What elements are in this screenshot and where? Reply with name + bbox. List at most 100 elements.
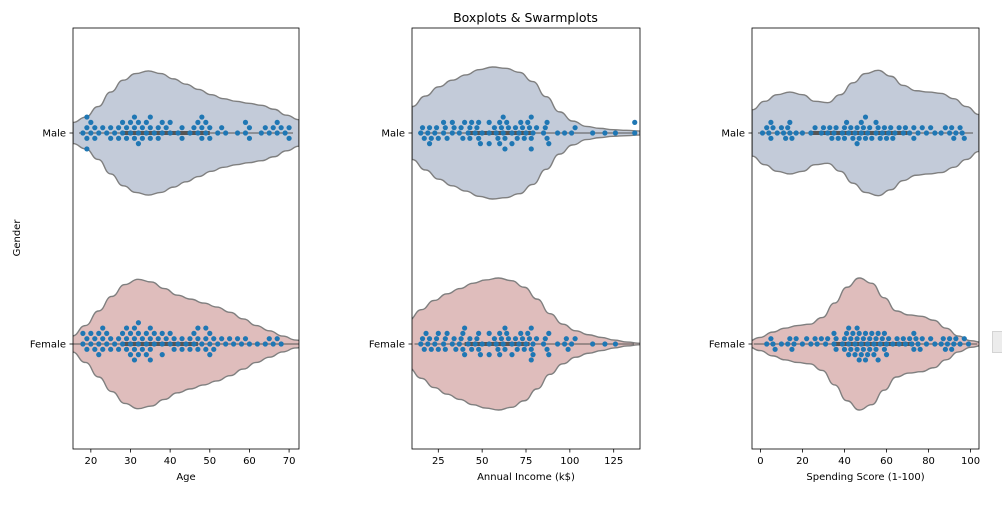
data-point-male	[865, 130, 871, 136]
data-point-female	[223, 341, 229, 347]
data-point-female	[833, 346, 839, 352]
data-point-female	[569, 341, 575, 347]
data-point-male	[780, 130, 787, 136]
data-point-female	[852, 352, 858, 358]
data-point-male	[768, 135, 774, 141]
data-point-female	[127, 330, 134, 336]
data-point-male	[759, 130, 766, 136]
x-axis-label: Annual Income (k$)	[477, 472, 575, 483]
data-point-female	[843, 330, 850, 336]
data-point-male	[530, 130, 536, 136]
data-point-female	[460, 330, 466, 336]
data-point-male	[932, 130, 938, 136]
plot-area	[73, 70, 299, 410]
data-point-male	[469, 119, 475, 125]
data-point-female	[195, 325, 201, 331]
data-point-male	[242, 130, 249, 136]
data-point-male	[879, 130, 885, 136]
subplot-2: 25 50 75 100 125 Male Female Annual Income (k$)	[369, 27, 641, 483]
data-point-female	[879, 336, 885, 342]
data-point-female	[266, 336, 272, 342]
data-point-male	[203, 119, 209, 125]
data-point-female	[254, 341, 260, 347]
data-point-female	[219, 336, 225, 342]
scroll-handle[interactable]	[992, 331, 1002, 353]
data-point-male	[519, 125, 526, 131]
data-point-male	[159, 130, 165, 136]
data-point-female	[913, 336, 919, 342]
data-point-male	[886, 130, 892, 136]
data-point-male	[848, 125, 854, 131]
data-point-female	[131, 346, 138, 352]
data-point-female	[841, 346, 848, 352]
data-point-female	[84, 346, 90, 352]
data-point-male	[278, 125, 284, 131]
data-point-male	[875, 125, 881, 131]
data-point-female	[203, 336, 209, 342]
data-point-female	[207, 341, 213, 347]
data-point-female	[854, 325, 860, 331]
data-point-male	[460, 135, 466, 141]
data-point-female	[791, 341, 797, 347]
data-point-female	[472, 341, 478, 347]
data-point-male	[465, 130, 471, 136]
data-point-female	[230, 341, 237, 347]
y-tick-label: Female	[709, 340, 745, 351]
data-point-male	[112, 130, 118, 136]
data-point-male	[858, 130, 864, 136]
data-point-female	[846, 341, 852, 347]
data-point-male	[504, 119, 510, 125]
data-point-male	[147, 135, 153, 141]
data-point-female	[119, 341, 126, 347]
data-point-female	[498, 336, 505, 342]
data-point-female	[432, 341, 438, 347]
x-tick-label: 30	[124, 456, 137, 467]
data-point-male	[766, 130, 772, 136]
data-point-female	[860, 346, 866, 352]
data-point-female	[147, 346, 153, 352]
x-tick-label: 70	[283, 456, 296, 467]
data-point-female	[572, 336, 578, 342]
data-point-female	[453, 346, 459, 352]
data-point-female	[84, 336, 90, 342]
data-point-female	[540, 341, 547, 347]
data-point-female	[238, 341, 245, 347]
data-point-female	[155, 336, 161, 342]
data-point-male	[88, 130, 94, 136]
data-point-male	[808, 130, 814, 136]
x-tick-label: 60	[243, 456, 256, 467]
data-point-male	[812, 125, 818, 131]
data-point-female	[907, 336, 913, 342]
data-point-female	[938, 341, 944, 347]
data-point-male	[151, 130, 157, 136]
data-point-female	[476, 346, 482, 352]
data-point-male	[147, 114, 153, 120]
data-point-male	[115, 135, 122, 141]
data-point-male	[179, 125, 185, 131]
data-point-female	[822, 341, 829, 347]
data-point-female	[862, 330, 869, 336]
data-point-female	[493, 341, 499, 347]
data-point-male	[843, 119, 850, 125]
data-point-female	[526, 336, 533, 342]
data-point-male	[104, 130, 110, 136]
data-point-female	[833, 336, 839, 342]
data-point-male	[854, 125, 860, 131]
data-point-female	[848, 346, 854, 352]
data-point-male	[928, 125, 934, 131]
data-point-male	[131, 135, 138, 141]
data-point-female	[449, 341, 455, 347]
data-point-female	[456, 341, 462, 347]
data-point-male	[827, 125, 833, 131]
data-point-female	[104, 330, 110, 336]
data-point-female	[961, 336, 967, 342]
data-point-female	[886, 336, 892, 342]
data-point-female	[426, 336, 433, 342]
data-point-female	[171, 346, 177, 352]
data-point-female	[789, 346, 795, 352]
data-point-female	[911, 346, 917, 352]
data-point-female	[187, 336, 193, 342]
data-point-female	[612, 341, 619, 347]
data-point-female	[542, 336, 548, 342]
data-point-female	[528, 357, 534, 363]
